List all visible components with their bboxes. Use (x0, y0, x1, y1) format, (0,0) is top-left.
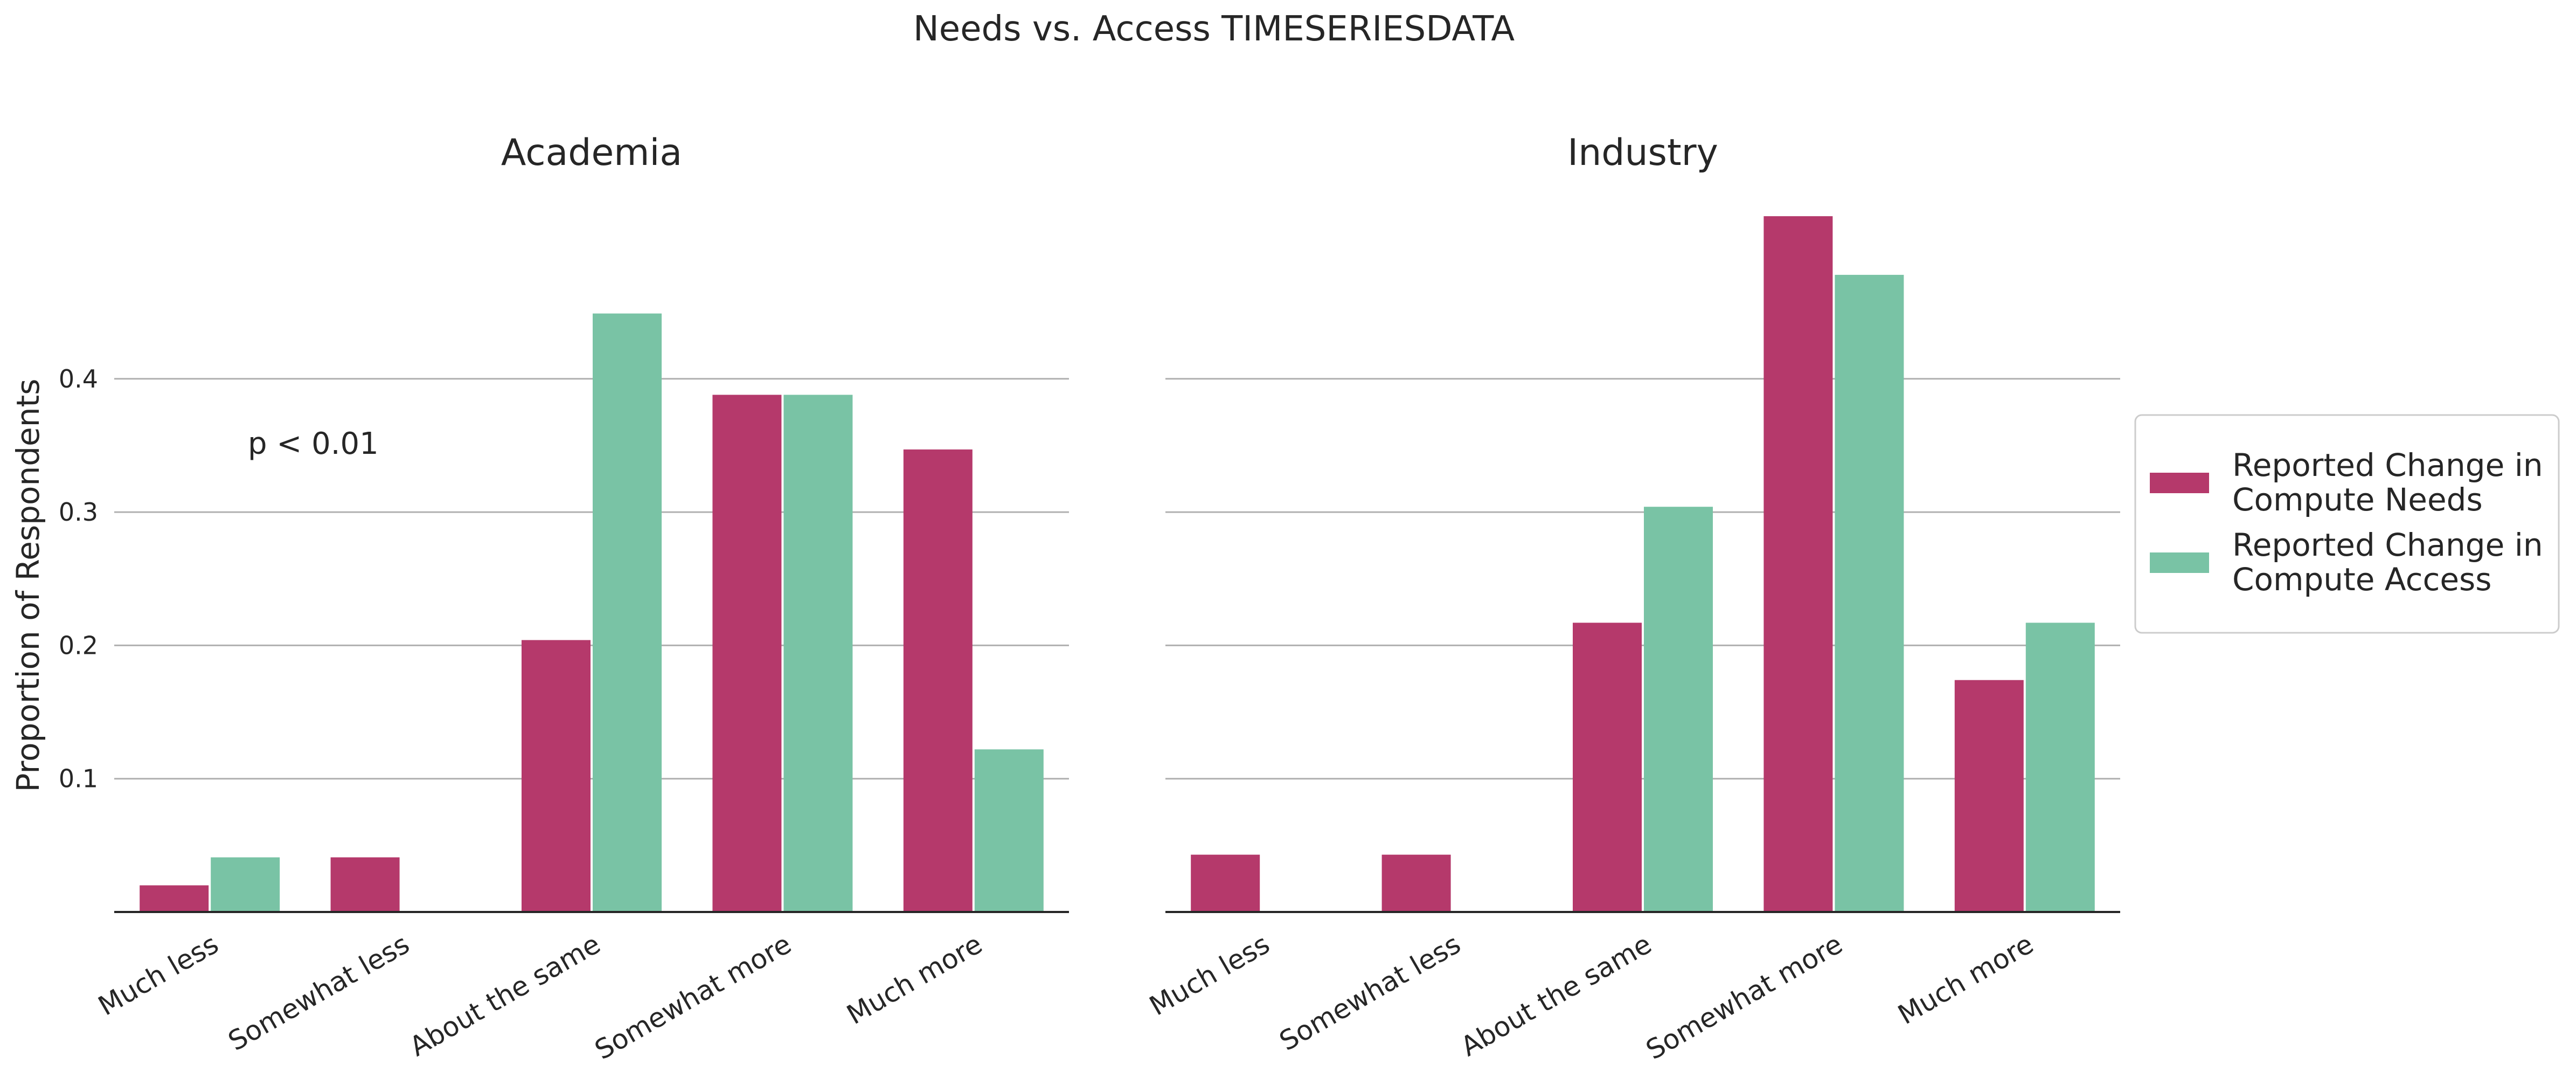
bar-access (593, 313, 662, 912)
x-tick-label: Much less (1144, 928, 1275, 1022)
bar-needs (1954, 680, 2024, 912)
bar-needs (1381, 854, 1451, 912)
bar-needs (140, 885, 209, 912)
bar-access (1644, 507, 1713, 912)
y-tick-label: 0.3 (59, 497, 98, 527)
y-tick-label: 0.1 (59, 764, 98, 793)
panel-title: Industry (1567, 132, 1718, 174)
x-tick-label: Much more (842, 928, 988, 1031)
y-tick-label: 0.2 (59, 631, 98, 660)
p-value-annotation: p < 0.01 (248, 426, 379, 461)
chart-title: Needs vs. Access TIMESERIESDATA (913, 9, 1515, 49)
x-tick-label: About the same (404, 928, 606, 1062)
x-tick-label: Somewhat less (1274, 928, 1466, 1057)
bar-access (1835, 274, 1904, 912)
legend-label: Compute Access (2232, 561, 2491, 598)
legend-label: Reported Change in (2232, 447, 2543, 483)
bar-needs (522, 640, 591, 912)
legend-label: Compute Needs (2232, 481, 2483, 518)
bar-needs (712, 395, 782, 912)
x-tick-label: About the same (1455, 928, 1657, 1062)
bar-needs (1191, 854, 1260, 912)
x-tick-label: Much less (93, 928, 224, 1022)
x-tick-label: Somewhat more (589, 928, 796, 1066)
x-tick-label: Much more (1893, 928, 2039, 1031)
bar-needs (330, 857, 400, 912)
bar-access (783, 395, 853, 912)
x-tick-label: Somewhat more (1641, 928, 1848, 1066)
bar-needs (1763, 216, 1833, 912)
bar-access (211, 857, 280, 912)
y-tick-label: 0.4 (59, 364, 98, 393)
bar-needs (903, 449, 973, 912)
bar-access (974, 749, 1044, 912)
bar-needs (1573, 623, 1642, 912)
legend-swatch (2150, 552, 2209, 573)
bar-access (2025, 623, 2095, 912)
legend-swatch (2150, 473, 2209, 493)
y-axis-label: Proportion of Respondents (10, 379, 46, 792)
legend-label: Reported Change in (2232, 527, 2543, 563)
x-tick-label: Somewhat less (223, 928, 415, 1057)
legend-frame (2134, 414, 2560, 634)
panel-title: Academia (501, 132, 682, 174)
